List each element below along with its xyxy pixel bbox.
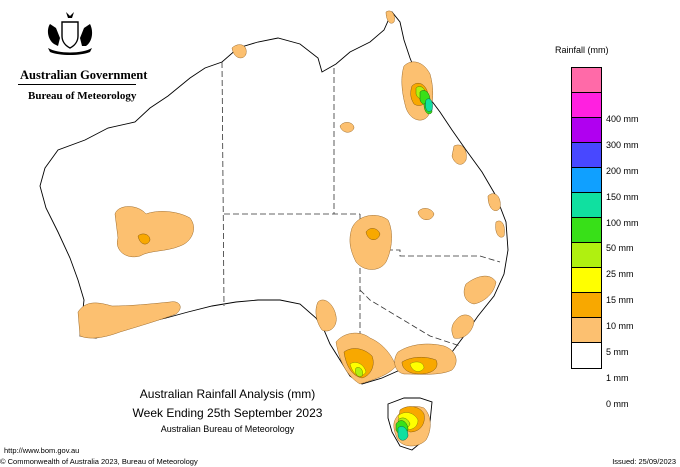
legend-label: 300 mm (606, 139, 639, 150)
legend-swatch (572, 168, 601, 193)
legend-title: Rainfall (mm) (555, 45, 609, 55)
map-source: Australian Bureau of Meteorology (160, 424, 295, 434)
legend-swatch (572, 268, 601, 293)
legend-label: 100 mm (606, 217, 639, 228)
legend-label: 50 mm (606, 243, 634, 254)
map-title: Australian Rainfall Analysis (mm) (139, 387, 316, 401)
legend-label: 150 mm (606, 191, 639, 202)
legend-swatch (572, 343, 601, 368)
legend-label: 400 mm (606, 113, 639, 124)
legend-label: 25 mm (606, 269, 634, 280)
map-subtitle: Week Ending 25th September 2023 (132, 406, 323, 420)
legend-swatch (572, 68, 601, 93)
issued-date: Issued: 25/09/2023 (612, 457, 676, 466)
website-link[interactable]: http://www.bom.gov.au (4, 446, 80, 455)
coat-of-arms-icon (47, 12, 93, 55)
legend-swatch (572, 293, 601, 318)
legend-label: 0 mm (606, 398, 629, 409)
legend-swatch (572, 243, 601, 268)
legend-label: 5 mm (606, 347, 629, 357)
legend-label: 10 mm (606, 321, 634, 332)
legend-label: 200 mm (606, 165, 639, 176)
copyright-notice: © Commonwealth of Australia 2023, Bureau… (0, 457, 198, 466)
government-name: Australian Government (20, 68, 148, 82)
legend-label: 1 mm (606, 372, 629, 383)
agency-name: Bureau of Meteorology (28, 90, 137, 102)
legend-swatch (572, 143, 601, 168)
legend-swatch (572, 218, 601, 243)
rain-50mm (397, 98, 433, 441)
rainfall-legend (571, 67, 602, 369)
logo-divider (18, 84, 136, 85)
legend-swatch (572, 118, 601, 143)
legend-swatch (572, 93, 601, 118)
legend-swatch (572, 193, 601, 218)
legend-label: 15 mm (606, 295, 634, 306)
legend-swatch (572, 318, 601, 343)
